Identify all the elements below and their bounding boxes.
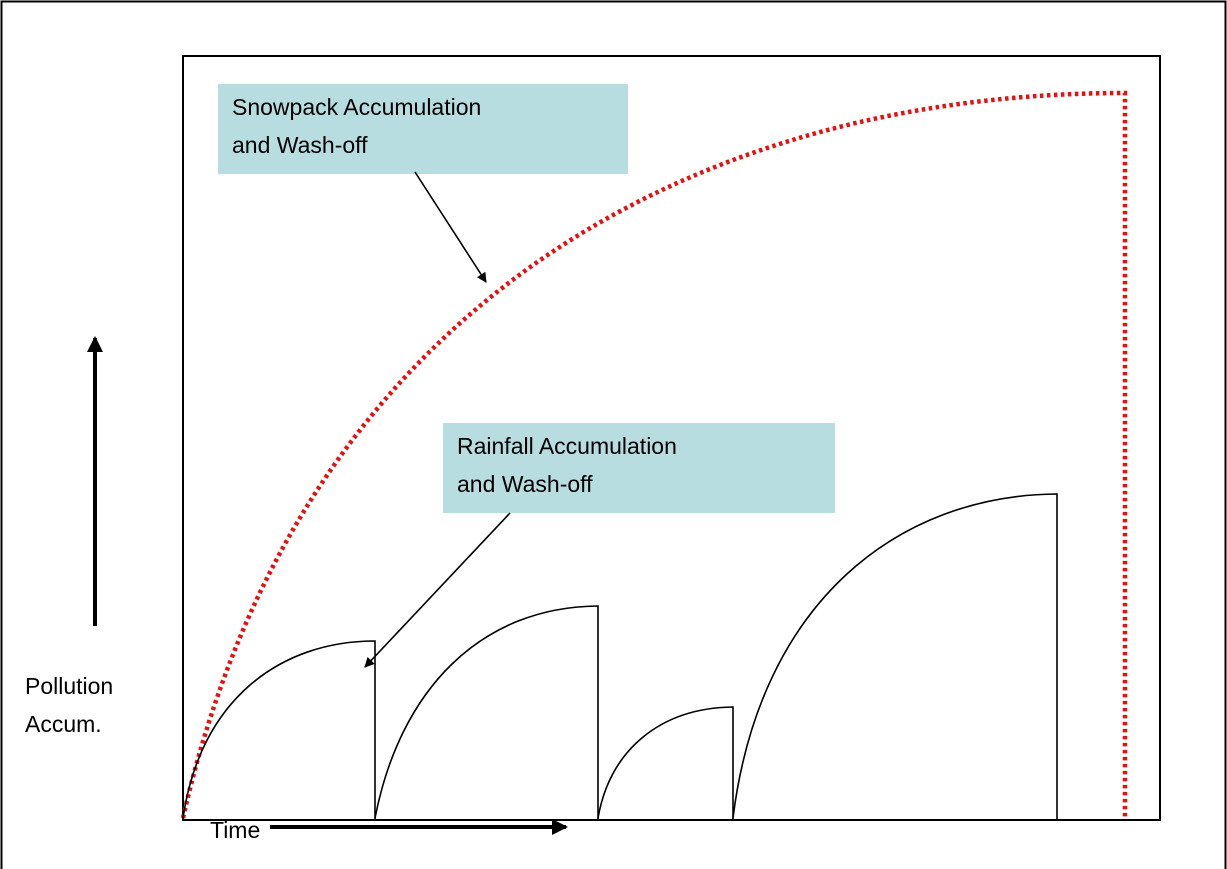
callout-text: Rainfall Accumulation xyxy=(457,433,677,459)
y-axis-label: Accum. xyxy=(25,711,102,737)
rainfall-curve xyxy=(182,640,376,820)
callout-arrow xyxy=(414,171,487,283)
callout-box xyxy=(443,423,835,513)
rainfall-curves xyxy=(182,493,1058,820)
rainfall-curve xyxy=(597,706,734,820)
rainfall-curve xyxy=(732,493,1058,820)
y-axis-label: Pollution xyxy=(25,673,113,699)
x-axis-label: Time xyxy=(210,817,260,843)
callout-text: and Wash-off xyxy=(457,471,593,497)
callout-box xyxy=(218,84,628,174)
plot-box xyxy=(182,55,1161,821)
callout-text: Snowpack Accumulation xyxy=(232,94,481,120)
snowpack-curve xyxy=(180,90,1128,820)
callout-arrow xyxy=(364,512,511,668)
rainfall-curve xyxy=(374,605,599,820)
callout-text: and Wash-off xyxy=(232,132,368,158)
